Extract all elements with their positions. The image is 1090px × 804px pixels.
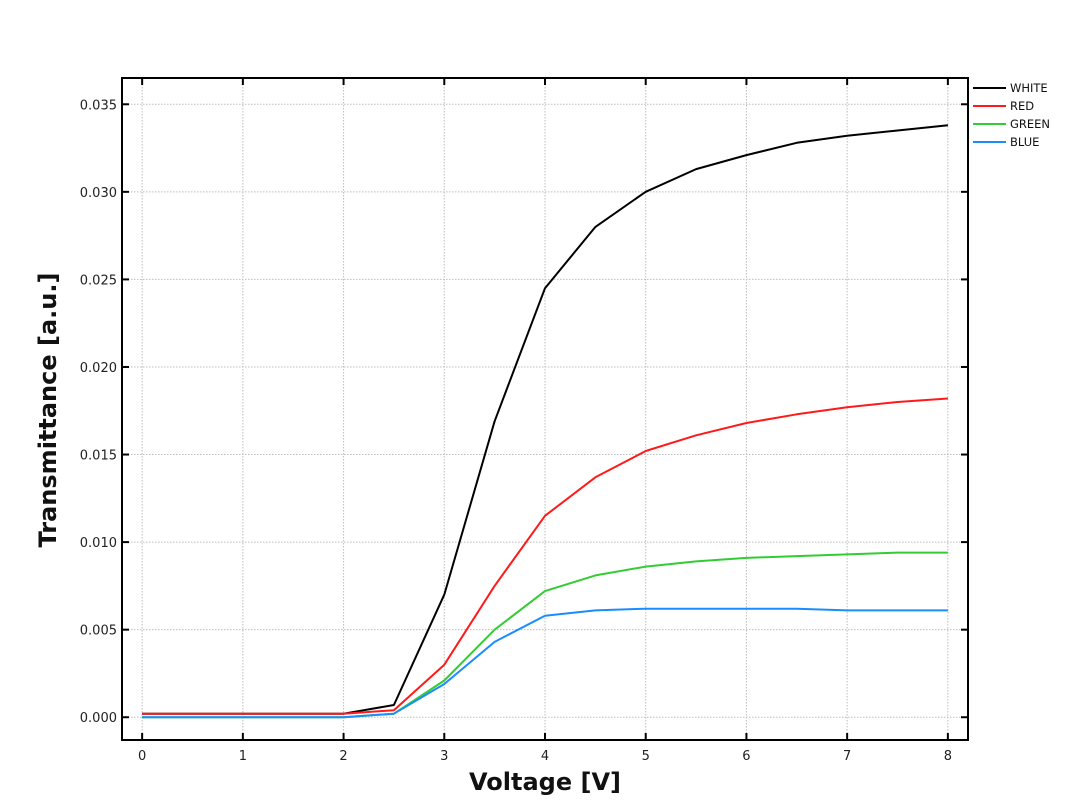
x-tick-label: 1: [239, 749, 247, 764]
y-tick-label: 0.005: [80, 624, 117, 639]
x-tick-label: 2: [339, 749, 347, 764]
legend-label-white: WHITE: [1010, 81, 1048, 95]
legend: WHITE RED GREEN BLUE: [973, 81, 1050, 149]
x-axis-title: Voltage [V]: [469, 768, 621, 796]
y-tick-label: 0.015: [80, 449, 117, 464]
x-tick-label: 0: [138, 749, 146, 764]
series-layer: [142, 124, 949, 719]
y-tick-label: 0.000: [80, 711, 117, 726]
y-tick-label: 0.010: [80, 536, 117, 551]
legend-label-green: GREEN: [1010, 117, 1050, 131]
y-tick-label: 0.020: [80, 361, 117, 376]
series-line-red: [142, 397, 948, 715]
y-tick-labels: 0.000 0.005 0.010 0.015 0.020 0.025 0.030 0.035: [80, 98, 117, 726]
x-tick-label: 4: [541, 749, 549, 764]
legend-label-blue: BLUE: [1010, 135, 1039, 149]
x-tick-label: 8: [944, 749, 952, 764]
grid-lines: [122, 78, 968, 740]
series-line-blue: [142, 607, 948, 719]
x-tick-label: 6: [742, 749, 750, 764]
legend-label-red: RED: [1010, 99, 1034, 113]
x-tick-labels: 0 1 2 3 4 5 6 7 8: [138, 749, 952, 764]
x-tick-label: 3: [440, 749, 448, 764]
y-tick-label: 0.030: [80, 186, 117, 201]
x-tick-label: 7: [843, 749, 851, 764]
y-tick-label: 0.035: [80, 98, 117, 113]
y-axis-title: Transmittance [a.u.]: [34, 273, 62, 548]
x-tick-label: 5: [642, 749, 650, 764]
y-tick-label: 0.025: [80, 273, 117, 288]
axis-ticks: [122, 78, 968, 740]
